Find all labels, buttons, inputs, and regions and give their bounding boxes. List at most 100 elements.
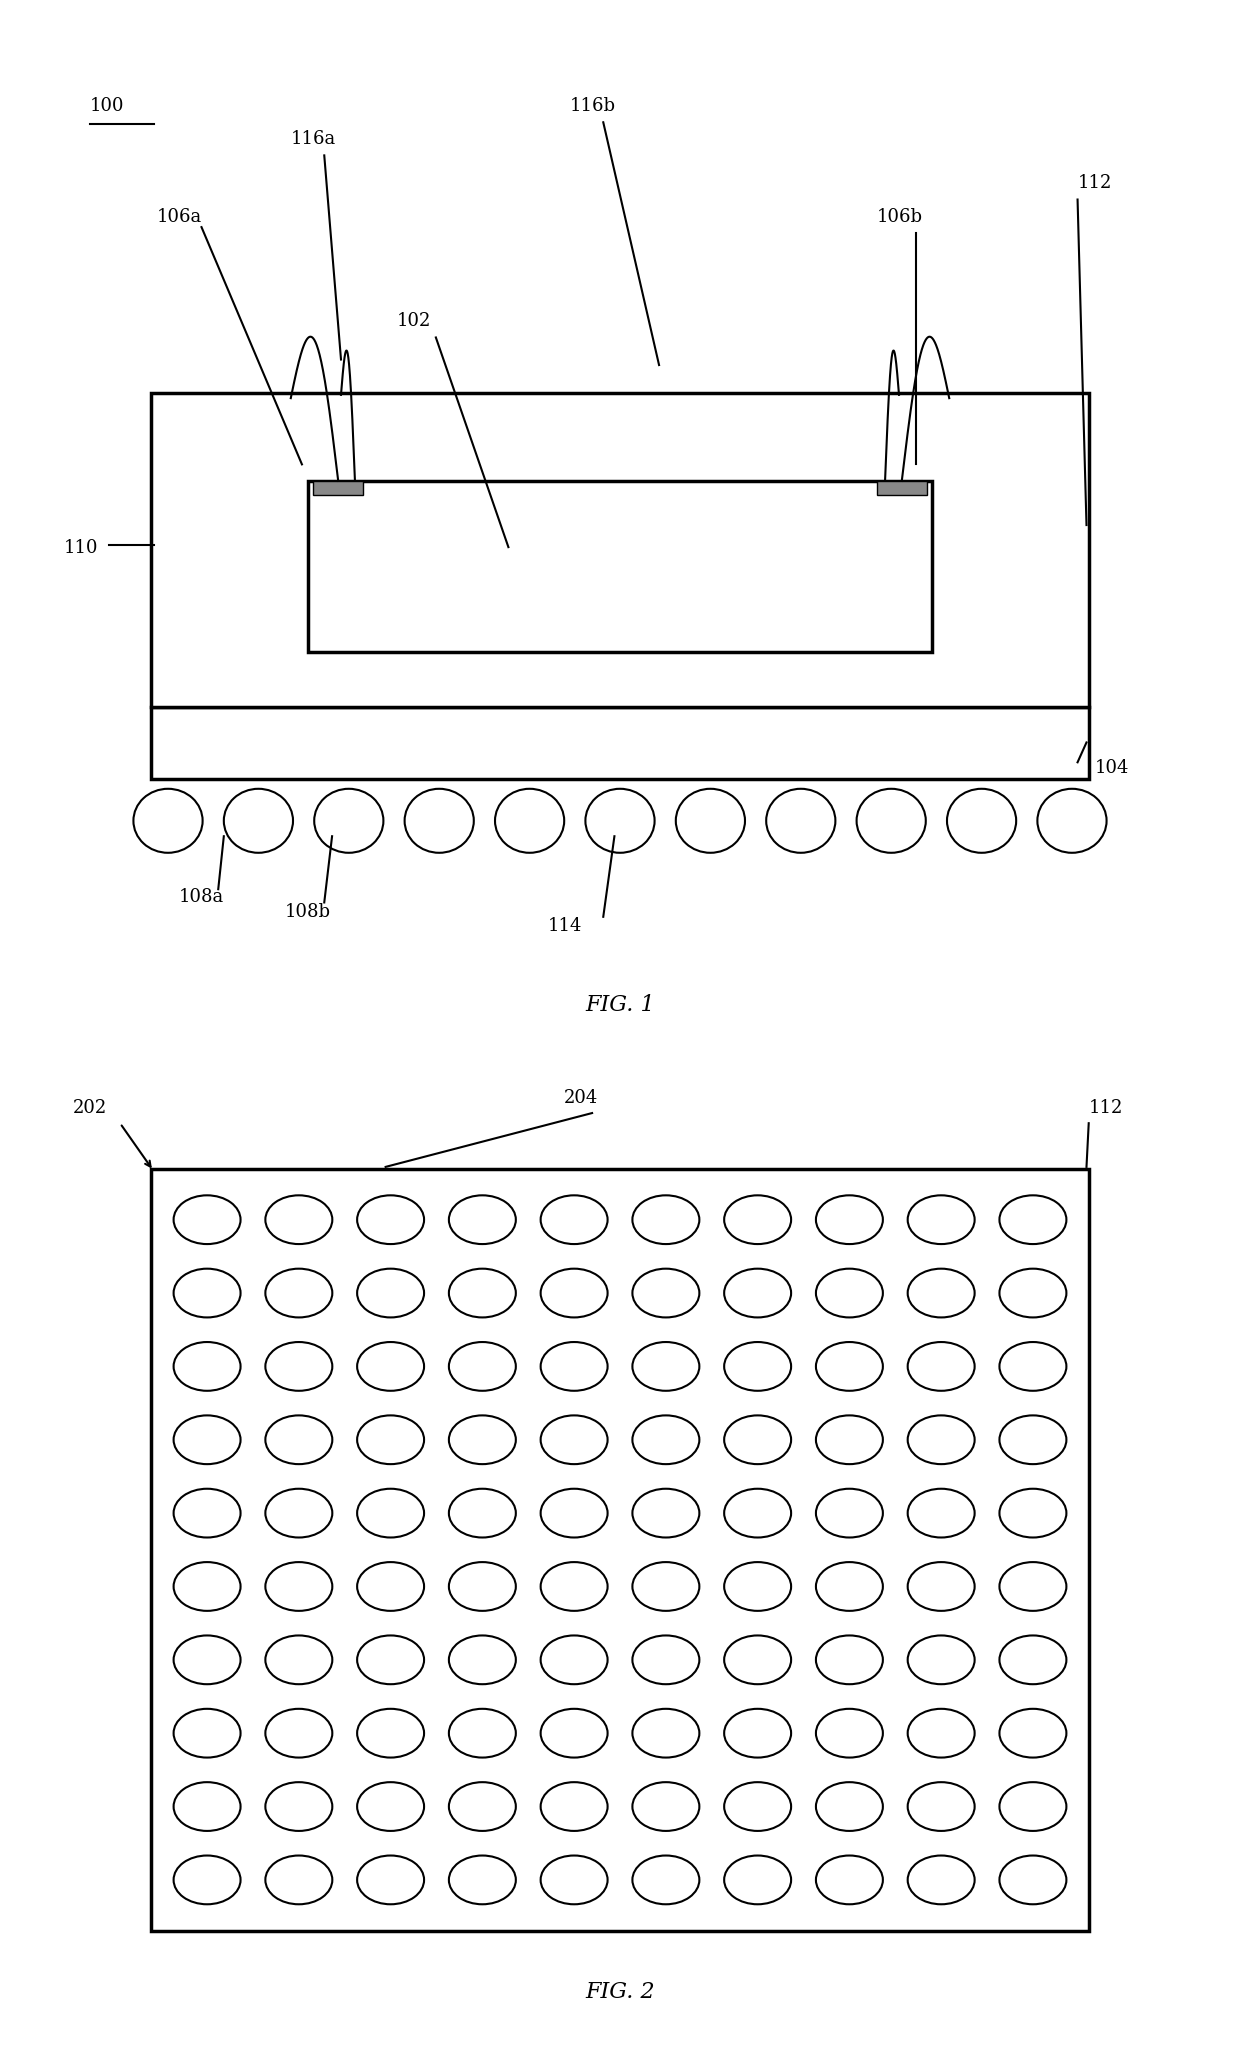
Ellipse shape	[265, 1782, 332, 1831]
Ellipse shape	[357, 1343, 424, 1390]
Ellipse shape	[174, 1562, 241, 1612]
Ellipse shape	[449, 1343, 516, 1390]
Ellipse shape	[265, 1562, 332, 1612]
Ellipse shape	[357, 1708, 424, 1757]
Ellipse shape	[265, 1195, 332, 1244]
Ellipse shape	[999, 1195, 1066, 1244]
Ellipse shape	[999, 1343, 1066, 1390]
Ellipse shape	[449, 1488, 516, 1538]
Ellipse shape	[449, 1562, 516, 1612]
Ellipse shape	[265, 1856, 332, 1905]
Ellipse shape	[724, 1269, 791, 1318]
Ellipse shape	[724, 1343, 791, 1390]
Ellipse shape	[449, 1708, 516, 1757]
Text: 108a: 108a	[180, 889, 224, 907]
Ellipse shape	[908, 1856, 975, 1905]
Ellipse shape	[174, 1782, 241, 1831]
Ellipse shape	[585, 788, 655, 852]
Text: 114: 114	[548, 918, 582, 934]
Text: 100: 100	[91, 96, 124, 115]
Ellipse shape	[724, 1195, 791, 1244]
Ellipse shape	[265, 1269, 332, 1318]
Bar	[151, 1168, 1089, 1930]
Ellipse shape	[541, 1708, 608, 1757]
Text: 204: 204	[564, 1088, 599, 1107]
Ellipse shape	[999, 1708, 1066, 1757]
Ellipse shape	[357, 1488, 424, 1538]
Ellipse shape	[134, 788, 202, 852]
Ellipse shape	[174, 1636, 241, 1683]
Ellipse shape	[1038, 788, 1106, 852]
Ellipse shape	[908, 1195, 975, 1244]
Text: 112: 112	[1089, 1098, 1123, 1117]
Ellipse shape	[224, 788, 293, 852]
Ellipse shape	[816, 1562, 883, 1612]
Text: 202: 202	[73, 1098, 108, 1117]
Ellipse shape	[908, 1343, 975, 1390]
Ellipse shape	[357, 1856, 424, 1905]
Bar	[151, 706, 1089, 778]
Ellipse shape	[632, 1636, 699, 1683]
Ellipse shape	[174, 1195, 241, 1244]
Text: 110: 110	[64, 538, 99, 556]
Ellipse shape	[632, 1343, 699, 1390]
Ellipse shape	[357, 1636, 424, 1683]
Ellipse shape	[449, 1269, 516, 1318]
Text: 108b: 108b	[285, 903, 331, 922]
Ellipse shape	[999, 1269, 1066, 1318]
Ellipse shape	[265, 1636, 332, 1683]
Ellipse shape	[357, 1415, 424, 1464]
Ellipse shape	[724, 1782, 791, 1831]
Ellipse shape	[632, 1562, 699, 1612]
Ellipse shape	[357, 1195, 424, 1244]
Ellipse shape	[999, 1415, 1066, 1464]
Text: 102: 102	[397, 312, 432, 331]
Ellipse shape	[632, 1488, 699, 1538]
Bar	[151, 392, 1089, 706]
Ellipse shape	[908, 1415, 975, 1464]
Text: 116a: 116a	[290, 129, 336, 148]
Ellipse shape	[632, 1269, 699, 1318]
Ellipse shape	[449, 1415, 516, 1464]
Ellipse shape	[857, 788, 926, 852]
Ellipse shape	[449, 1782, 516, 1831]
Bar	[312, 480, 363, 495]
Ellipse shape	[908, 1782, 975, 1831]
Bar	[308, 480, 932, 653]
Ellipse shape	[908, 1708, 975, 1757]
Ellipse shape	[174, 1488, 241, 1538]
Ellipse shape	[541, 1195, 608, 1244]
Ellipse shape	[999, 1636, 1066, 1683]
Ellipse shape	[541, 1415, 608, 1464]
Ellipse shape	[541, 1488, 608, 1538]
Ellipse shape	[265, 1415, 332, 1464]
Ellipse shape	[541, 1636, 608, 1683]
Ellipse shape	[404, 788, 474, 852]
Ellipse shape	[174, 1708, 241, 1757]
Ellipse shape	[676, 788, 745, 852]
Ellipse shape	[816, 1636, 883, 1683]
Ellipse shape	[724, 1415, 791, 1464]
Ellipse shape	[908, 1636, 975, 1683]
Ellipse shape	[174, 1415, 241, 1464]
Ellipse shape	[999, 1856, 1066, 1905]
Ellipse shape	[816, 1269, 883, 1318]
Ellipse shape	[908, 1269, 975, 1318]
Ellipse shape	[357, 1782, 424, 1831]
Ellipse shape	[724, 1708, 791, 1757]
Ellipse shape	[449, 1195, 516, 1244]
Ellipse shape	[541, 1856, 608, 1905]
Ellipse shape	[947, 788, 1017, 852]
Ellipse shape	[357, 1562, 424, 1612]
Text: FIG. 1: FIG. 1	[585, 994, 655, 1016]
Text: 116b: 116b	[569, 96, 616, 115]
Ellipse shape	[766, 788, 836, 852]
Ellipse shape	[908, 1562, 975, 1612]
Ellipse shape	[908, 1488, 975, 1538]
Ellipse shape	[632, 1708, 699, 1757]
Ellipse shape	[816, 1782, 883, 1831]
Ellipse shape	[632, 1782, 699, 1831]
Ellipse shape	[816, 1415, 883, 1464]
Text: 106b: 106b	[877, 207, 923, 226]
Ellipse shape	[632, 1415, 699, 1464]
